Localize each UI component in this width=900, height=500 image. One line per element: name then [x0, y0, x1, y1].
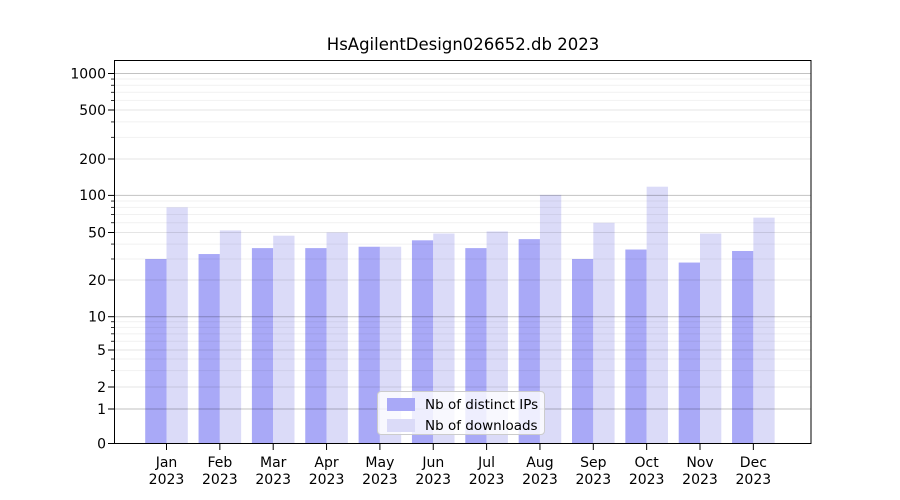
x-tick-label-month: Apr [314, 455, 338, 471]
x-tick-label-year: 2023 [682, 472, 718, 488]
x-tick-label-year: 2023 [575, 472, 611, 488]
x-tick-label-year: 2023 [362, 472, 398, 488]
bar-downloads-Sep [593, 222, 615, 444]
bar-distinct-ips-Jan [145, 258, 167, 444]
x-tick-label-month: Nov [686, 455, 713, 471]
bar-distinct-ips-Apr [305, 248, 327, 444]
x-axis: Jan2023Feb2023Mar2023Apr2023May2023Jun20… [149, 443, 772, 488]
x-tick-label-month: Jun [421, 455, 444, 471]
x-tick-label-month: Sep [580, 455, 607, 471]
y-tick-label: 5 [97, 343, 106, 359]
x-tick-label-month: Jan [155, 455, 178, 471]
x-tick-label-month: Aug [526, 455, 553, 471]
legend-label-downloads: Nb of downloads [425, 417, 538, 434]
bar-downloads-Apr [326, 232, 348, 444]
bar-downloads-Nov [700, 233, 722, 444]
x-tick-label-year: 2023 [415, 472, 451, 488]
y-tick-label: 20 [88, 273, 106, 289]
x-tick-label-month: Jul [477, 455, 495, 471]
y-tick-label: 500 [79, 103, 106, 119]
bar-downloads-Oct [646, 186, 668, 444]
y-tick-label: 50 [88, 225, 106, 241]
bar-distinct-ips-Mar [251, 248, 274, 444]
bar-downloads-Jul [486, 231, 508, 444]
bar-distinct-ips-Nov [678, 262, 700, 444]
x-tick-label-year: 2023 [309, 472, 345, 488]
x-tick-label-month: May [365, 455, 394, 471]
bar-downloads-Mar [273, 235, 295, 444]
legend-label-distinct-ips: Nb of distinct IPs [425, 396, 539, 413]
legend-swatch-downloads [387, 419, 415, 432]
bar-distinct-ips-Feb [198, 254, 220, 444]
legend: Nb of distinct IPs Nb of downloads [377, 391, 545, 435]
x-tick-label-month: Mar [260, 455, 287, 471]
plot-border [114, 60, 812, 444]
x-tick-label-year: 2023 [255, 472, 291, 488]
x-tick-label-month: Dec [740, 455, 767, 471]
y-tick-label: 0 [97, 436, 106, 452]
gridlines [114, 73, 811, 410]
y-tick-label: 100 [79, 188, 106, 204]
legend-item-distinct-ips: Nb of distinct IPs [387, 394, 544, 415]
x-tick-label-year: 2023 [469, 472, 505, 488]
x-tick-label-year: 2023 [522, 472, 558, 488]
legend-swatch-distinct-ips [387, 398, 415, 411]
x-tick-label-year: 2023 [202, 472, 238, 488]
bar-downloads-Aug [539, 194, 562, 444]
y-tick-label: 2 [97, 380, 106, 396]
y-tick-label: 1 [97, 402, 106, 418]
legend-item-downloads: Nb of downloads [387, 415, 544, 436]
bar-distinct-ips-May [358, 246, 380, 444]
bar-downloads-Feb [219, 230, 242, 444]
x-tick-label-year: 2023 [149, 472, 185, 488]
x-tick-label-month: Feb [207, 455, 232, 471]
x-tick-label-year: 2023 [736, 472, 772, 488]
y-tick-label: 1000 [70, 66, 106, 82]
bar-downloads-Dec [753, 217, 775, 444]
x-tick-label-year: 2023 [629, 472, 665, 488]
y-tick-label: 200 [79, 152, 106, 168]
bar-downloads-Jan [166, 207, 188, 444]
x-tick-label-month: Oct [635, 455, 660, 471]
bars-downloads [166, 186, 775, 444]
bar-distinct-ips-Oct [625, 249, 647, 444]
y-tick-label: 10 [88, 310, 106, 326]
chart-title: HsAgilentDesign026652.db 2023 [326, 35, 600, 54]
axes [114, 60, 812, 444]
bar-distinct-ips-Sep [572, 258, 594, 444]
bar-distinct-ips-Dec [732, 250, 754, 444]
